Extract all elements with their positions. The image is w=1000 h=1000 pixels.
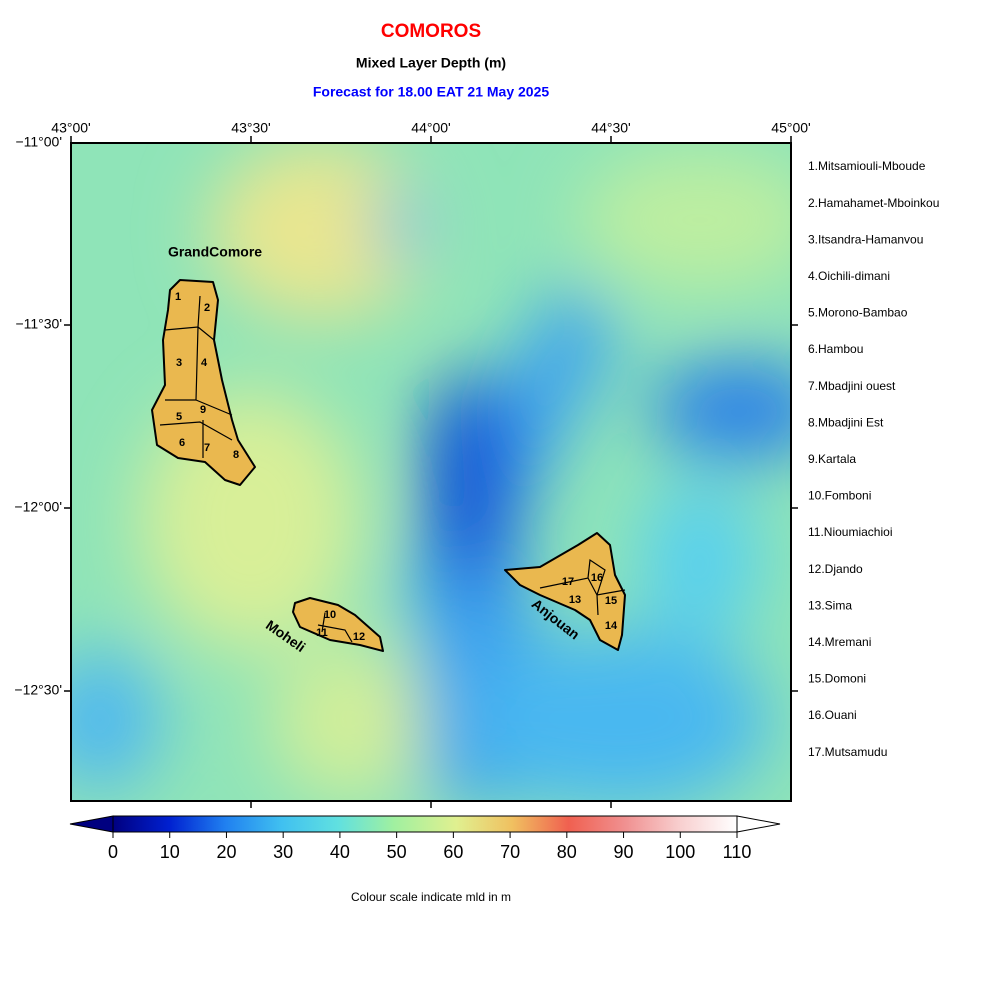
region-number: 8	[233, 449, 239, 461]
lat-label: −11°30'	[15, 316, 62, 332]
region-number: 10	[324, 609, 336, 621]
colorbar-low	[69, 815, 114, 833]
region-legend: 7.Mbadjini ouest	[808, 379, 896, 393]
region-number: 2	[204, 302, 210, 314]
colorbar-tick-label: 40	[330, 842, 350, 862]
region-legend: 14.Mremani	[808, 635, 871, 649]
lon-label: 44°00'	[411, 120, 450, 136]
lon-label: 44°30'	[591, 120, 630, 136]
colorbar-tick-label: 10	[160, 842, 180, 862]
region-legend: 9.Kartala	[808, 452, 856, 466]
island-label: GrandComore	[168, 244, 262, 260]
mld-field	[71, 143, 791, 801]
frame-ticks	[64, 136, 798, 808]
region-number: 6	[179, 437, 185, 449]
region-legend: 13.Sima	[808, 598, 852, 612]
colorbar-tick-label: 70	[500, 842, 520, 862]
region-number: 11	[316, 627, 328, 639]
colorbar	[112, 815, 738, 833]
anjouan	[504, 532, 626, 651]
region-number: 9	[200, 404, 206, 416]
region-legend: 17.Mutsamudu	[808, 745, 887, 759]
region-number: 15	[605, 595, 617, 607]
lat-label: −12°30'	[14, 682, 62, 698]
lat-label: −12°00'	[14, 499, 62, 515]
region-legend: 10.Fomboni	[808, 489, 871, 503]
region-legend: 6.Hambou	[808, 342, 863, 356]
region-number: 4	[201, 357, 208, 369]
colorbar-tick-label: 50	[387, 842, 407, 862]
region-number: 1	[175, 291, 181, 303]
colorbar-tick-label: 80	[557, 842, 577, 862]
region-number: 17	[562, 576, 574, 588]
region-number: 14	[605, 620, 618, 632]
colorbar-tick-label: 30	[273, 842, 293, 862]
colorbar-tick-label: 0	[108, 842, 118, 862]
region-number: 16	[591, 572, 603, 584]
lat-label: −11°00'	[15, 134, 62, 150]
colorbar-high	[736, 815, 781, 833]
region-number: 7	[204, 442, 210, 454]
colorbar-tick-label: 90	[614, 842, 634, 862]
region-number: 3	[176, 357, 182, 369]
grand-comore	[151, 279, 256, 486]
colorbar-caption: Colour scale indicate mld in m	[351, 890, 511, 904]
subtitle: Mixed Layer Depth (m)	[356, 55, 506, 71]
forecast: Forecast for 18.00 EAT 21 May 2025	[313, 84, 550, 100]
region-number: 12	[353, 631, 365, 643]
region-legend: 15.Domoni	[808, 672, 866, 686]
region-legend: 2.Hamahamet-Mboinkou	[808, 196, 939, 210]
title: COMOROS	[381, 21, 481, 42]
colorbar-tick-label: 60	[443, 842, 463, 862]
colorbar-tick-label: 20	[216, 842, 236, 862]
colorbar-tick-label: 110	[723, 842, 752, 862]
islands	[151, 279, 626, 652]
moheli	[292, 597, 384, 652]
region-legend: 3.Itsandra-Hamanvou	[808, 232, 923, 246]
region-number: 5	[176, 411, 182, 423]
region-number: 13	[569, 594, 581, 606]
lon-label: 43°30'	[231, 120, 270, 136]
lon-label: 45°00'	[771, 120, 810, 136]
region-legend: 16.Ouani	[808, 708, 857, 722]
region-legend: 8.Mbadjini Est	[808, 415, 884, 429]
region-legend: 5.Morono-Bambao	[808, 306, 908, 320]
region-legend: 4.Oichili-dimani	[808, 269, 890, 283]
region-legend: 11.Nioumiachioi	[808, 525, 893, 539]
region-legend: 1.Mitsamiouli-Mboude	[808, 159, 926, 173]
lon-label: 43°00'	[51, 120, 90, 136]
region-legend: 12.Djando	[808, 562, 863, 576]
colorbar-tick-label: 100	[665, 842, 695, 862]
